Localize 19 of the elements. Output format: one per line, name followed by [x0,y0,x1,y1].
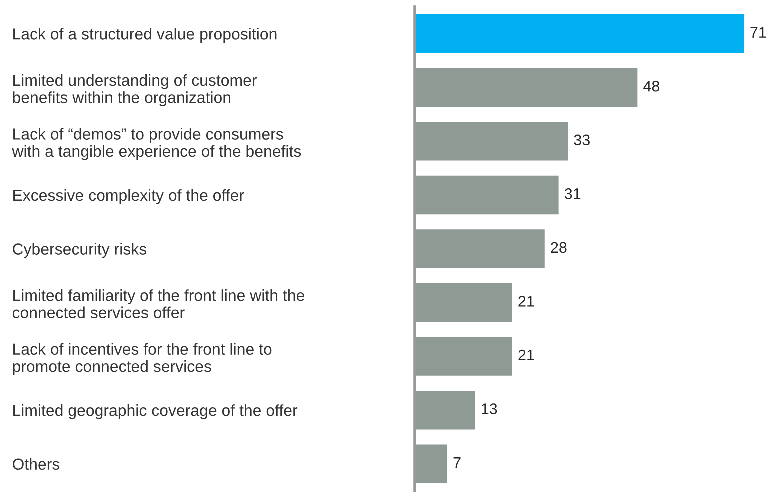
data-label: 21 [518,296,534,307]
data-label: 71 [750,27,766,38]
data-label: 48 [644,80,660,92]
data-label: 33 [574,134,590,146]
y-tick-label: Limited familiarity of the front line with the connected services offer [12,290,304,318]
y-tick-label: Limited understanding of customer benefits within the organization [13,74,257,107]
y-tick-label: Cybersecurity risks [13,243,147,258]
y-tick-label: Lack of incentives for the front line to promote connected services [13,343,272,376]
y-tick-label: Limited geographic coverage of the offer [14,404,298,420]
data-label: 7 [454,458,461,468]
data-label: 31 [564,188,581,200]
y-tick-label: Lack of “demos” to provide consumers with a tangible experience of the benefits [12,128,302,160]
y-tick-label: Lack of a structured value proposition [14,28,277,43]
data-label: 28 [551,242,567,254]
y-tick-label: Others [12,458,60,470]
data-label: 21 [518,350,534,361]
y-tick-label: Excessive complexity of the offer [14,189,244,204]
bar [415,14,744,54]
data-label: 13 [482,404,498,414]
